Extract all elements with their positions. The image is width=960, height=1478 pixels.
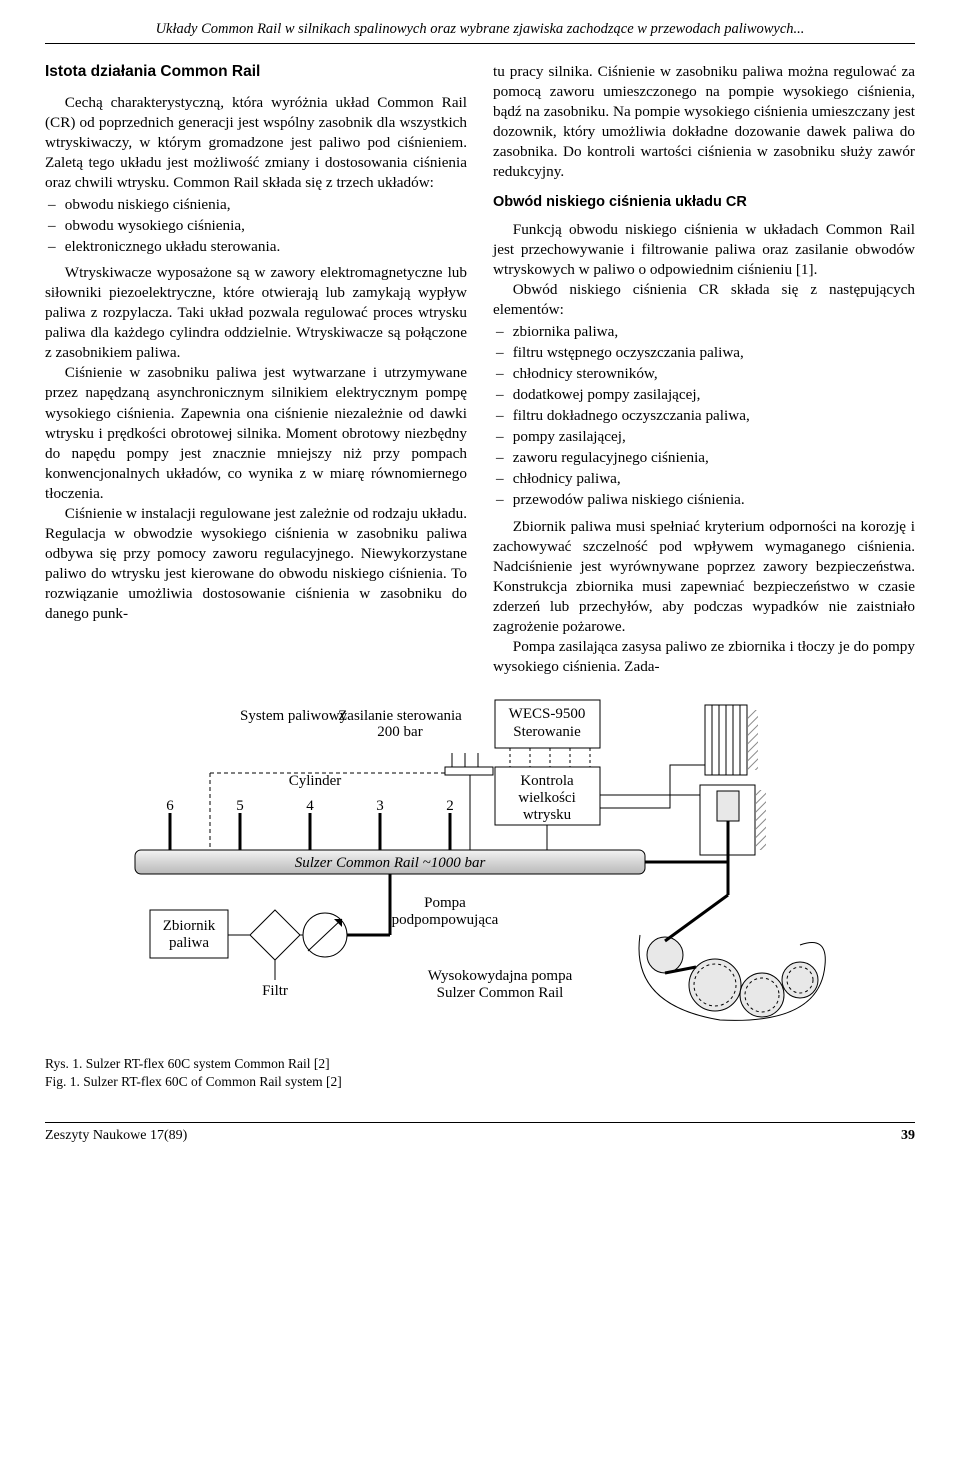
label-hp1: Wysokowydajna pompa xyxy=(428,968,573,984)
caption-pl: Rys. 1. Sulzer RT-flex 60C system Common… xyxy=(45,1055,915,1073)
bullet-list: obwodu niskiego ciśnienia, obwodu wysoki… xyxy=(45,195,467,257)
label-sterowanie: Sterowanie xyxy=(513,724,581,740)
paragraph: Obwód niskiego ciśnienia CR składa się z… xyxy=(493,280,915,320)
caption-en: Fig. 1. Sulzer RT-flex 60C of Common Rai… xyxy=(45,1073,915,1091)
label-200bar: 200 bar xyxy=(377,724,422,740)
label-zasilanie: Zasilanie sterowania xyxy=(338,708,462,724)
sub-heading: Obwód niskiego ciśnienia układu CR xyxy=(493,193,915,212)
figure-1: System paliwowy Zasilanie sterowania 200… xyxy=(45,695,915,1092)
list-item: filtru wstępnego oczyszczania paliwa, xyxy=(513,343,915,363)
list-item: chłodnicy paliwa, xyxy=(513,469,915,489)
list-item: pompy zasilającej, xyxy=(513,427,915,447)
paragraph: Pompa zasilająca zasysa paliwo ze zbiorn… xyxy=(493,637,915,677)
paragraph: Wtryskiwacze wyposażone są w zawory elek… xyxy=(45,263,467,363)
cyl-num: 3 xyxy=(376,798,384,814)
list-item: zbiornika paliwa, xyxy=(513,322,915,342)
label-wecs: WECS-9500 xyxy=(509,706,586,722)
hatch-right xyxy=(748,710,758,770)
label-pompa1: Pompa xyxy=(424,895,466,911)
gear-2 xyxy=(740,973,784,1017)
paragraph: Zbiornik paliwa musi spełniać kryterium … xyxy=(493,517,915,637)
section-heading: Istota działania Common Rail xyxy=(45,62,467,82)
two-column-body: Istota działania Common Rail Cechą chara… xyxy=(45,62,915,677)
label-system: System paliwowy xyxy=(240,708,348,724)
label-zbiornik1: Zbiornik xyxy=(163,918,216,934)
list-item: filtru dokładnego oczyszczania paliwa, xyxy=(513,406,915,426)
paragraph: Cechą charakterystyczną, która wyróżnia … xyxy=(45,93,467,193)
left-column: Istota działania Common Rail Cechą chara… xyxy=(45,62,467,677)
label-rail: Sulzer Common Rail ~1000 bar xyxy=(295,855,486,871)
piston xyxy=(717,791,739,821)
list-item: zaworu regulacyjnego ciśnienia, xyxy=(513,448,915,468)
label-kontrola3: wtrysku xyxy=(523,807,572,823)
cyl-num: 4 xyxy=(306,798,314,814)
cyl-num: 6 xyxy=(166,798,174,814)
page-footer: Zeszyty Naukowe 17(89) 39 xyxy=(45,1122,915,1145)
list-item: dodatkowej pompy zasilającej, xyxy=(513,385,915,405)
list-item: obwodu niskiego ciśnienia, xyxy=(65,195,467,215)
page-number: 39 xyxy=(901,1127,915,1145)
sulzer-diagram-svg: System paliwowy Zasilanie sterowania 200… xyxy=(100,695,860,1035)
gear-1 xyxy=(689,959,741,1011)
right-column: tu pracy silnika. Ciśnienie w zasobniku … xyxy=(493,62,915,677)
list-item: obwodu wysokiego ciśnienia, xyxy=(65,216,467,236)
list-item: przewodów paliwa niskiego ciśnienia. xyxy=(513,490,915,510)
crank xyxy=(647,937,683,973)
bullet-list: zbiornika paliwa, filtru wstępnego oczys… xyxy=(493,322,915,511)
running-head: Układy Common Rail w silnikach spalinowy… xyxy=(45,20,915,44)
label-kontrola1: Kontrola xyxy=(520,773,574,789)
paragraph: tu pracy silnika. Ciśnienie w zasobniku … xyxy=(493,62,915,182)
label-cylinder: Cylinder xyxy=(289,773,342,789)
footer-journal: Zeszyty Naukowe 17(89) xyxy=(45,1127,187,1145)
cyl-num: 5 xyxy=(236,798,244,814)
paragraph: Ciśnienie w zasobniku paliwa jest wytwar… xyxy=(45,363,467,503)
hatch-right2 xyxy=(756,790,766,850)
label-filtr: Filtr xyxy=(262,983,288,999)
label-zbiornik2: paliwa xyxy=(169,935,209,951)
list-item: chłodnicy sterowników, xyxy=(513,364,915,384)
label-pompa2: podpompowująca xyxy=(392,912,499,928)
cyl-num: 2 xyxy=(446,798,454,814)
figure-caption: Rys. 1. Sulzer RT-flex 60C system Common… xyxy=(45,1055,915,1091)
paragraph: Funkcją obwodu niskiego ciśnienia w ukła… xyxy=(493,220,915,280)
label-hp2: Sulzer Common Rail xyxy=(437,985,564,1001)
filter-icon xyxy=(250,910,300,960)
label-kontrola2: wielkości xyxy=(518,790,576,806)
list-item: elektronicznego układu sterowania. xyxy=(65,237,467,257)
paragraph: Ciśnienie w instalacji regulowane jest z… xyxy=(45,504,467,624)
